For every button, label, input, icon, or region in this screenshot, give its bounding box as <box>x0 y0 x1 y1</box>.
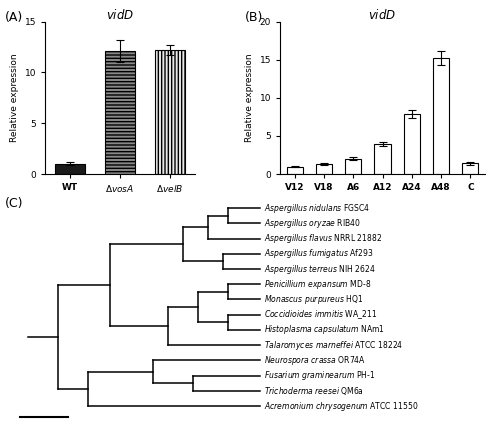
Text: $\it{Histoplasma\ capsulatum}$ NAm1: $\it{Histoplasma\ capsulatum}$ NAm1 <box>264 323 385 336</box>
Text: $\it{Aspergillus\ oryzae}$ RIB40: $\it{Aspergillus\ oryzae}$ RIB40 <box>264 217 361 230</box>
Title: $\it{vidD}$: $\it{vidD}$ <box>106 7 134 22</box>
Bar <box>404 114 420 174</box>
Text: $\it{Acremonium\ chrysogenum}$ ATCC 11550: $\it{Acremonium\ chrysogenum}$ ATCC 1155… <box>264 399 418 413</box>
Text: $\it{Aspergillus\ terreus}$ NIH 2624: $\it{Aspergillus\ terreus}$ NIH 2624 <box>264 262 376 276</box>
Bar <box>462 163 478 174</box>
Bar <box>374 144 390 174</box>
Text: $\it{Aspergillus\ nidulans}$ FGSC4: $\it{Aspergillus\ nidulans}$ FGSC4 <box>264 202 370 215</box>
Bar <box>155 50 185 174</box>
Text: $\it{Neurospora\ crassa}$ OR74A: $\it{Neurospora\ crassa}$ OR74A <box>264 354 366 367</box>
Text: $\it{Aspergillus\ fumigatus}$ Af293: $\it{Aspergillus\ fumigatus}$ Af293 <box>264 247 374 260</box>
Text: (C): (C) <box>5 197 24 210</box>
Text: (B): (B) <box>245 11 264 24</box>
Text: $\it{Coccidioides\ immitis}$ WA_211: $\it{Coccidioides\ immitis}$ WA_211 <box>264 308 377 321</box>
Y-axis label: Relative expression: Relative expression <box>10 53 19 142</box>
Text: $\it{Fusarium\ graminearum}$ PH-1: $\it{Fusarium\ graminearum}$ PH-1 <box>264 369 375 382</box>
Title: $\it{vidD}$: $\it{vidD}$ <box>368 7 396 22</box>
Bar <box>286 166 302 174</box>
Text: $\it{Talaromyces\ marneffei}$ ATCC 18224: $\it{Talaromyces\ marneffei}$ ATCC 18224 <box>264 339 404 352</box>
Text: $\it{Trichoderma\ reesei}$ QM6a: $\it{Trichoderma\ reesei}$ QM6a <box>264 385 364 397</box>
Bar <box>433 58 449 174</box>
Text: $\it{Penicillium\ expansum}$ MD-8: $\it{Penicillium\ expansum}$ MD-8 <box>264 278 372 291</box>
Text: (A): (A) <box>5 11 23 24</box>
Text: $\it{Monascus\ purpureus}$ HQ1: $\it{Monascus\ purpureus}$ HQ1 <box>264 293 364 306</box>
Bar <box>105 51 135 174</box>
Bar <box>345 159 362 174</box>
Bar <box>316 164 332 174</box>
Bar <box>55 164 85 174</box>
Text: $\it{Aspergillus\ flavus}$ NRRL 21882: $\it{Aspergillus\ flavus}$ NRRL 21882 <box>264 232 382 245</box>
Y-axis label: Relative expression: Relative expression <box>245 53 254 142</box>
